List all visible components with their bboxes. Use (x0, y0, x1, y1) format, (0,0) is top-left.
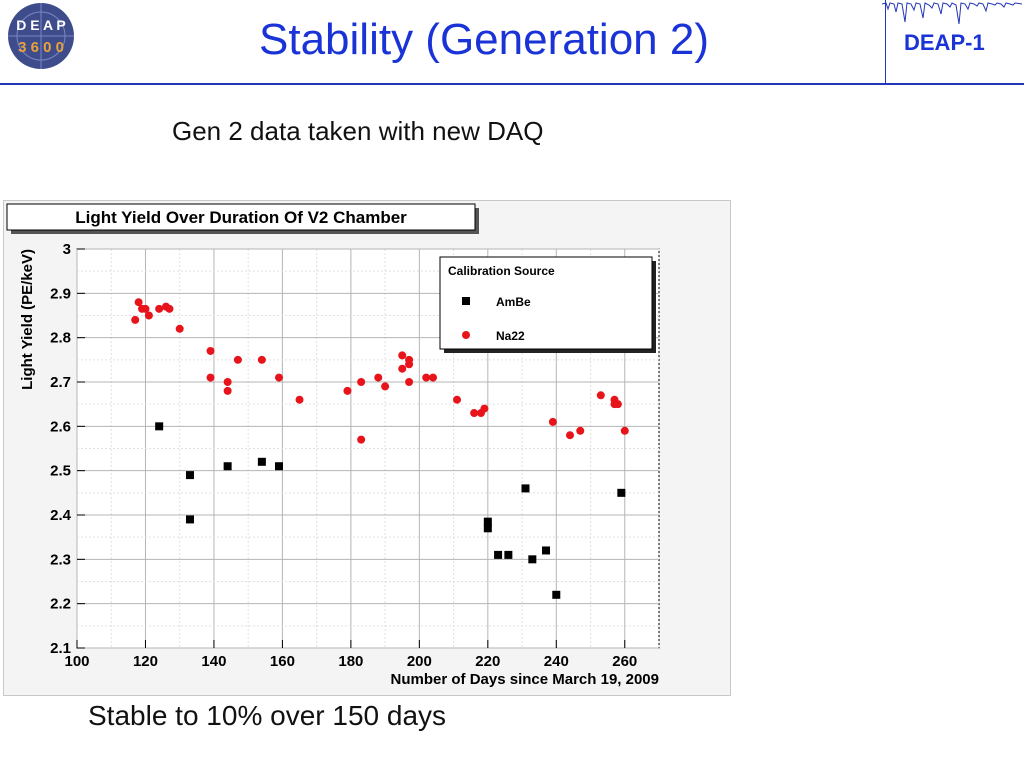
na22-point (207, 347, 215, 355)
slide-subtitle: Gen 2 data taken with new DAQ (172, 116, 543, 147)
ambe-point (521, 484, 529, 492)
na22-point (470, 409, 478, 417)
na22-point (176, 325, 184, 333)
x-tick-label: 120 (133, 653, 158, 670)
na22-point (343, 387, 351, 395)
ambe-point (186, 515, 194, 523)
na22-point (145, 312, 153, 320)
na22-point (621, 427, 629, 435)
x-tick-label: 240 (544, 653, 569, 670)
legend-marker-na22 (462, 331, 470, 339)
na22-point (453, 396, 461, 404)
na22-point (422, 374, 430, 382)
header-rule (0, 83, 1024, 85)
plot-frame: 100 120 140 160 180 200 220 240 260 2.1 2.2 2.3 2.4 2… (3, 200, 731, 696)
y-axis-label: Light Yield (PE/keV) (19, 249, 36, 390)
na22-point (357, 378, 365, 386)
na22-point (374, 374, 382, 382)
na22-point (224, 378, 232, 386)
ambe-point (155, 422, 163, 430)
na22-point (480, 405, 488, 413)
y-tick-label: 3 (63, 241, 71, 258)
ambe-point (484, 524, 492, 532)
na22-point (576, 427, 584, 435)
na22-point (275, 374, 283, 382)
legend-label-na22: Na22 (496, 329, 525, 343)
na22-point (296, 396, 304, 404)
ambe-point (617, 489, 625, 497)
y-tick-label: 2.9 (50, 285, 71, 302)
ambe-point (186, 471, 194, 479)
slide-footer-text: Stable to 10% over 150 days (88, 700, 446, 732)
x-tick-label: 220 (475, 653, 500, 670)
na22-point (131, 316, 139, 324)
y-tick-label: 2.8 (50, 330, 71, 347)
chart-title: Light Yield Over Duration Of V2 Chamber (75, 208, 407, 227)
y-tick-label: 2.3 (50, 551, 71, 568)
ambe-point (224, 462, 232, 470)
x-axis-label: Number of Days since March 19, 2009 (391, 671, 659, 688)
ambe-point (504, 551, 512, 559)
na22-point (234, 356, 242, 364)
y-tick-label: 2.6 (50, 418, 71, 435)
x-tick-label: 160 (270, 653, 295, 670)
y-tick-label: 2.5 (50, 463, 71, 480)
y-tick-label: 2.4 (50, 507, 72, 524)
ambe-point (542, 546, 550, 554)
ambe-point (528, 555, 536, 563)
ambe-point (275, 462, 283, 470)
na22-point (398, 351, 406, 359)
legend-marker-ambe (462, 297, 470, 305)
na22-point (549, 418, 557, 426)
y-tick-label: 2.2 (50, 596, 71, 613)
na22-point (207, 374, 215, 382)
na22-point (357, 436, 365, 444)
na22-point (566, 431, 574, 439)
detector-trace-graphic (880, 0, 1024, 28)
ambe-point (494, 551, 502, 559)
na22-point (398, 365, 406, 373)
legend-label-ambe: AmBe (496, 295, 531, 309)
y-tick-label: 2.7 (50, 374, 71, 391)
na22-point (381, 382, 389, 390)
x-tick-label: 260 (612, 653, 637, 670)
na22-point (614, 400, 622, 408)
na22-point (224, 387, 232, 395)
na22-point (405, 360, 413, 368)
na22-point (597, 391, 605, 399)
slide-title: Stability (Generation 2) (0, 8, 968, 72)
x-tick-label: 200 (407, 653, 432, 670)
light-yield-chart: 100 120 140 160 180 200 220 240 2602.12.22.32.42… (4, 201, 732, 697)
ambe-point (258, 458, 266, 466)
ambe-point (552, 591, 560, 599)
na22-point (405, 378, 413, 386)
na22-point (258, 356, 266, 364)
na22-point (155, 305, 163, 313)
na22-point (165, 305, 173, 313)
y-tick-label: 2.1 (50, 640, 71, 657)
x-tick-label: 180 (338, 653, 363, 670)
x-tick-label: 140 (201, 653, 226, 670)
deap-1-label: DEAP-1 (904, 30, 985, 56)
legend-title: Calibration Source (448, 264, 555, 278)
na22-point (429, 374, 437, 382)
